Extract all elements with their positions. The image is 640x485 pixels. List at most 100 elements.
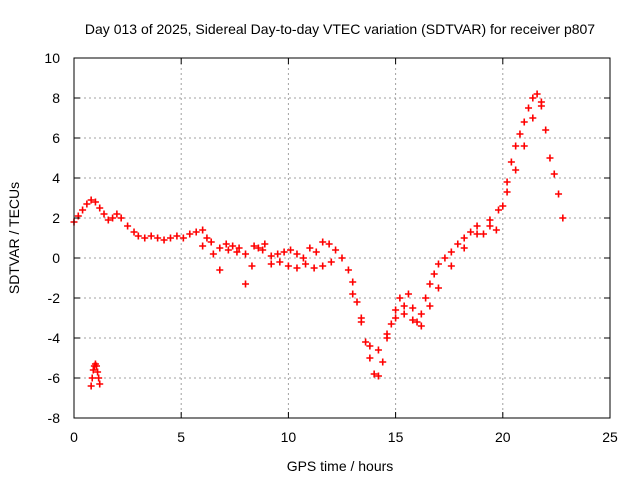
data-point	[417, 310, 425, 318]
data-point	[392, 314, 400, 322]
data-point	[248, 262, 256, 270]
y-tick-label: 10	[44, 50, 60, 66]
y-tick-label: 2	[52, 210, 60, 226]
data-point	[91, 198, 99, 206]
y-tick-label: -4	[48, 330, 61, 346]
data-point	[529, 114, 537, 122]
data-point	[349, 278, 357, 286]
ticks-layer	[73, 57, 611, 419]
data-point	[216, 244, 224, 252]
data-point	[319, 262, 327, 270]
data-point	[327, 258, 335, 266]
data-point	[93, 362, 101, 370]
data-point	[117, 214, 125, 222]
data-point	[366, 354, 374, 362]
data-point	[503, 178, 511, 186]
data-point	[460, 234, 468, 242]
data-point	[379, 358, 387, 366]
data-point	[495, 206, 503, 214]
data-point	[173, 232, 181, 240]
data-point	[242, 280, 250, 288]
data-point	[357, 314, 365, 322]
data-point	[179, 234, 187, 242]
data-point	[392, 306, 400, 314]
data-point	[224, 246, 232, 254]
data-point	[344, 266, 352, 274]
data-point	[100, 210, 108, 218]
data-point	[250, 242, 258, 250]
data-point	[147, 232, 155, 240]
data-point	[434, 260, 442, 268]
data-point	[222, 240, 230, 248]
data-point	[87, 382, 95, 390]
data-point	[492, 226, 500, 234]
data-point	[520, 118, 528, 126]
data-point	[229, 242, 237, 250]
data-point	[141, 234, 149, 242]
data-point	[366, 342, 374, 350]
data-point	[203, 234, 211, 242]
series-isolated-cluster	[87, 360, 104, 390]
data-point	[486, 222, 494, 230]
data-point	[104, 216, 112, 224]
data-point	[235, 244, 243, 252]
data-point	[216, 266, 224, 274]
data-point	[89, 366, 97, 374]
data-point	[454, 240, 462, 248]
data-point	[287, 246, 295, 254]
y-tick-label: -2	[48, 290, 61, 306]
data-point	[542, 126, 550, 134]
data-point	[525, 104, 533, 112]
x-tick-label: 15	[388, 429, 404, 445]
y-axis-label: SDTVAR / TECUs	[6, 182, 22, 294]
series-main-track	[70, 90, 567, 380]
data-point	[299, 254, 307, 262]
data-point	[254, 244, 262, 252]
data-point	[284, 262, 292, 270]
data-point	[441, 254, 449, 262]
data-point	[349, 290, 357, 298]
data-point	[87, 196, 95, 204]
data-point	[473, 230, 481, 238]
data-point	[88, 374, 96, 382]
y-tick-label: 6	[52, 130, 60, 146]
y-tick-label: 4	[52, 170, 60, 186]
data-point	[310, 264, 318, 272]
data-point	[83, 200, 91, 208]
data-point	[124, 222, 132, 230]
chart-title: Day 013 of 2025, Sidereal Day-to-day VTE…	[85, 21, 595, 37]
data-point	[274, 250, 282, 258]
data-point	[537, 98, 545, 106]
data-point	[426, 302, 434, 310]
data-point	[109, 214, 117, 222]
data-point	[480, 230, 488, 238]
data-point	[261, 240, 269, 248]
data-point	[95, 374, 103, 382]
tick-labels-layer: 0 5 10 15 20 25 -8 -6 -4 -2 0 2 4 6 8 10	[44, 50, 618, 445]
data-point	[503, 188, 511, 196]
data-point	[434, 284, 442, 292]
y-tick-label: -6	[48, 370, 61, 386]
data-point	[186, 230, 194, 238]
data-point	[134, 232, 142, 240]
data-point	[96, 204, 104, 212]
plot-frame	[73, 57, 611, 419]
series-secondary-track	[199, 98, 545, 354]
data-point	[199, 226, 207, 234]
data-point	[242, 250, 250, 258]
data-point	[417, 322, 425, 330]
data-point	[353, 298, 361, 306]
data-point	[516, 130, 524, 138]
data-point	[280, 248, 288, 256]
data-point	[533, 90, 541, 98]
data-point	[276, 258, 284, 266]
data-point	[550, 170, 558, 178]
data-point	[559, 214, 567, 222]
data-point	[409, 316, 417, 324]
data-point	[447, 262, 455, 270]
data-point	[383, 330, 391, 338]
data-point	[396, 294, 404, 302]
data-point	[426, 280, 434, 288]
